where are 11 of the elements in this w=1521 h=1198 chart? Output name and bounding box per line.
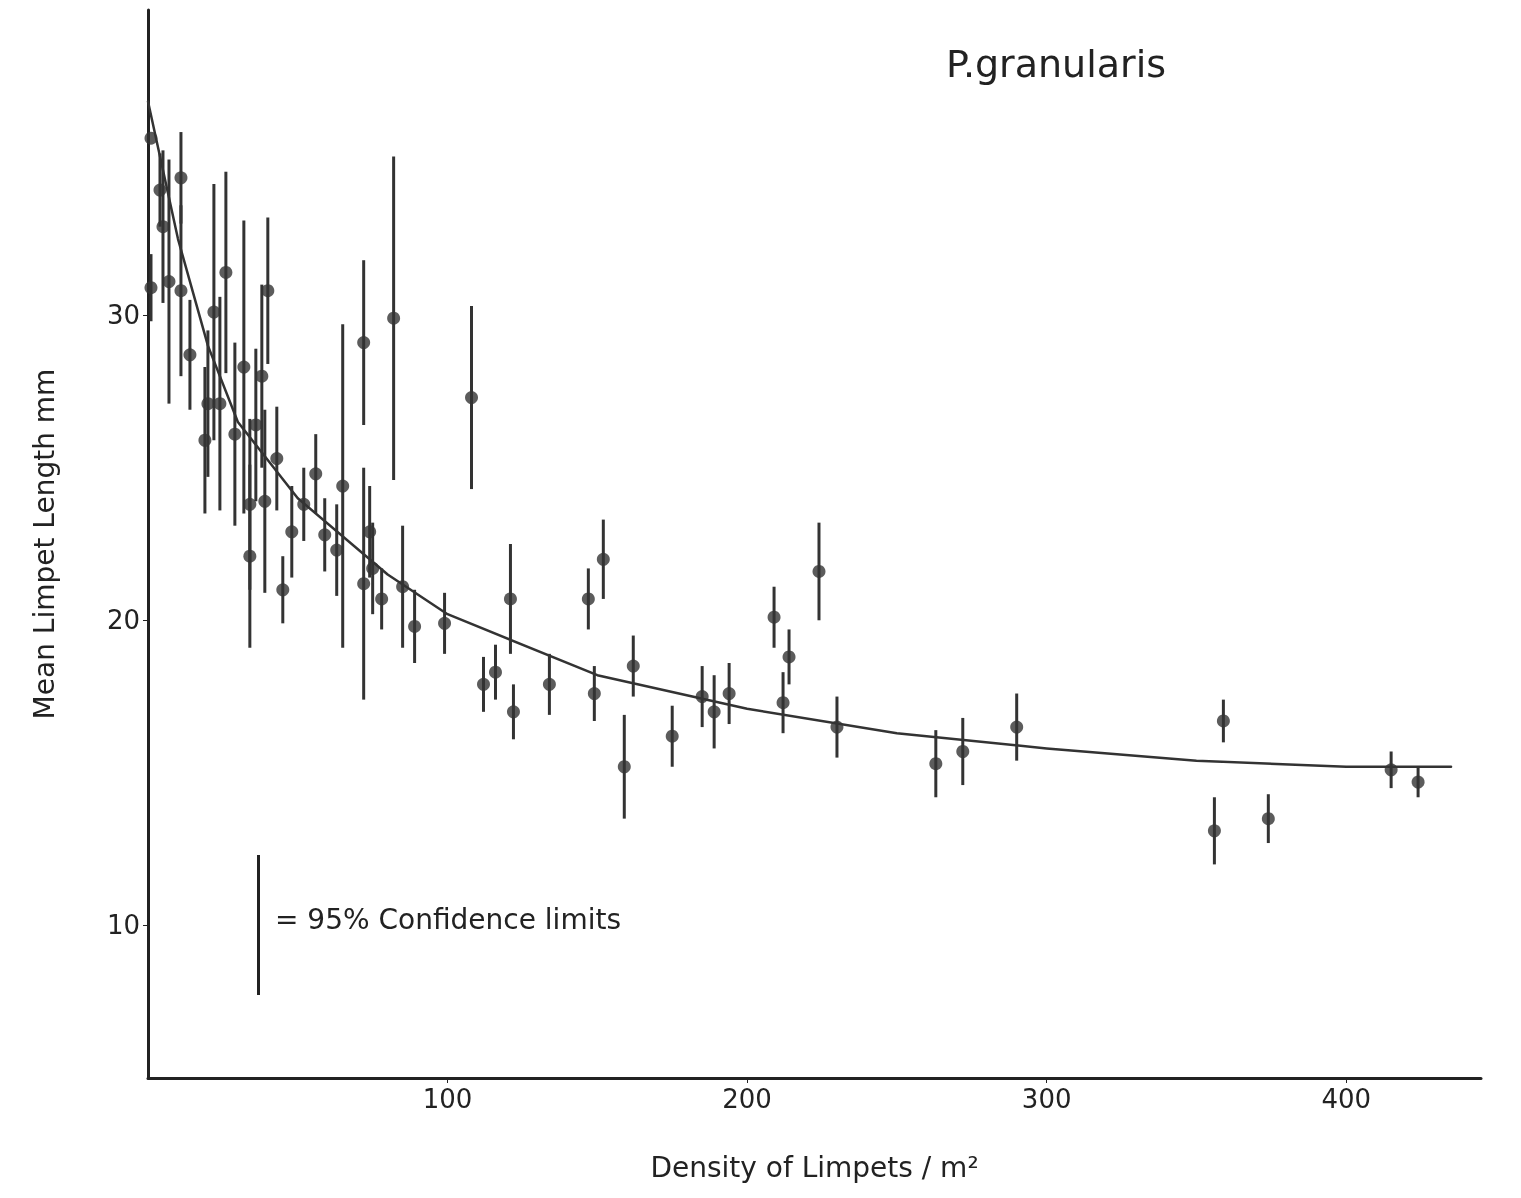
- y-axis-title: Mean Limpet Length mm: [27, 368, 61, 720]
- y-tick-label: 10: [106, 910, 140, 941]
- x-tick-label: 100: [422, 1084, 473, 1114]
- y-tick-label: 20: [106, 605, 140, 636]
- annotation: = 95% Confidence limits: [275, 903, 622, 936]
- x-tick-label: 400: [1321, 1084, 1372, 1114]
- text: P.granularis: [945, 42, 1167, 86]
- x-axis-title: Density of Limpets / m²: [650, 1150, 979, 1184]
- x-tick-label: 200: [722, 1084, 772, 1114]
- y-tick-label: 30: [106, 300, 140, 331]
- x-tick-label: 300: [1021, 1084, 1072, 1114]
